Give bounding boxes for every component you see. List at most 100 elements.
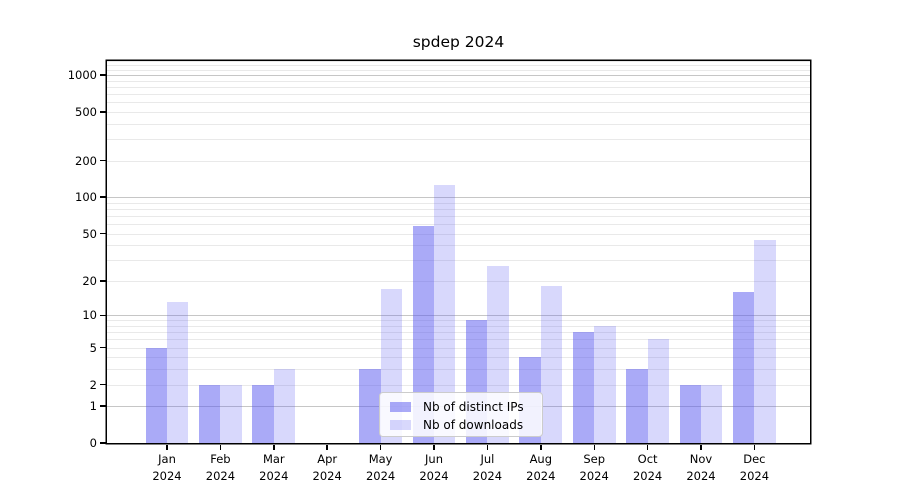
gridline-minor (107, 160, 810, 162)
bar-distinct-ips-jun (412, 225, 434, 443)
x-tick-mark (326, 444, 328, 450)
y-tick-mark (100, 74, 106, 76)
x-tick-mark (540, 444, 542, 450)
x-tick-year: 2024 (472, 468, 503, 483)
y-tick-label: 1000 (67, 68, 97, 82)
x-tick-year: 2024 (365, 468, 396, 483)
x-tick-label: Aug 2024 (511, 451, 571, 484)
gridline-minor (107, 369, 810, 371)
gridline-minor (107, 224, 810, 225)
x-tick-mark (753, 444, 756, 450)
x-tick-mark (166, 444, 168, 450)
bar-distinct-ips-feb (199, 384, 221, 443)
x-tick-label: Jan 2024 (137, 451, 197, 484)
gridline-minor (107, 69, 810, 71)
bar-downloads-feb (220, 384, 242, 443)
bar-distinct-ips-nov (679, 384, 701, 443)
x-tick-year: 2024 (579, 468, 609, 483)
x-tick-month: Jun (425, 452, 443, 466)
bar-distinct-ips-sep (572, 332, 595, 443)
y-tick-label: 20 (82, 273, 97, 288)
gridline-minor (107, 332, 810, 334)
gridline-minor (107, 357, 810, 359)
bar-downloads-sep (594, 326, 616, 443)
gridline-minor (107, 208, 810, 210)
y-tick-mark (100, 405, 106, 407)
gridline-minor (107, 80, 810, 82)
x-tick-mark (273, 444, 275, 450)
x-tick-year: 2024 (526, 468, 556, 483)
x-tick-year: 2024 (632, 468, 663, 483)
y-tick-label: 2 (89, 377, 97, 392)
x-tick-month: Feb (210, 452, 231, 466)
x-tick-month: Sep (583, 452, 606, 466)
gridline-minor (107, 326, 810, 327)
bar-downloads-oct (647, 339, 669, 443)
x-tick-month: Apr (317, 452, 338, 466)
gridline-minor (107, 93, 810, 95)
bar-downloads-jan (167, 302, 189, 443)
bar-distinct-ips-dec (733, 292, 755, 443)
x-tick-year: 2024 (152, 468, 182, 483)
x-tick-label: Sep 2024 (564, 451, 624, 484)
y-tick-label: 200 (75, 153, 97, 168)
legend-row: Nb of downloads (390, 416, 534, 434)
gridline-minor (107, 102, 810, 104)
x-tick-mark (593, 444, 595, 450)
x-tick-year: 2024 (205, 468, 236, 483)
legend-swatch-distinct-ips (390, 402, 411, 412)
x-tick-label: Nov 2024 (671, 451, 731, 484)
y-tick-label: 10 (82, 308, 97, 323)
x-tick-mark (219, 444, 222, 450)
gridline-minor (107, 65, 810, 67)
y-tick-label: 50 (82, 226, 97, 241)
gridline-minor (107, 61, 810, 62)
legend-label-distinct-ips: Nb of distinct IPs (423, 400, 524, 414)
legend-label-downloads: Nb of downloads (423, 418, 524, 432)
y-tick-mark (100, 346, 106, 349)
gridline-minor (107, 111, 810, 113)
gridline-minor (107, 233, 810, 235)
x-tick-month: Dec (743, 452, 766, 466)
gridline-minor (107, 260, 810, 262)
gridline-minor (107, 320, 810, 322)
x-tick-label: Dec 2024 (724, 451, 784, 484)
gridline-major (107, 197, 810, 199)
x-tick-label: May 2024 (351, 451, 411, 484)
bar-distinct-ips-oct (626, 369, 648, 443)
bar-distinct-ips-jan (145, 347, 167, 443)
y-tick-label: 0 (89, 436, 97, 450)
bar-downloads-jun (434, 184, 456, 443)
y-tick-mark (100, 196, 106, 198)
y-tick-label: 1 (89, 399, 97, 414)
bar-downloads-mar (273, 369, 296, 443)
x-tick-label: Apr 2024 (297, 451, 357, 484)
x-tick-mark (379, 444, 382, 450)
x-tick-mark (486, 444, 489, 450)
x-tick-year: 2024 (686, 468, 716, 483)
gridline-minor (107, 384, 810, 386)
gridline-minor (107, 123, 810, 125)
x-tick-mark (700, 444, 702, 450)
x-tick-month: Oct (637, 452, 658, 466)
y-tick-mark (100, 314, 106, 316)
x-tick-label: Jun 2024 (404, 451, 464, 484)
x-tick-year: 2024 (312, 468, 342, 483)
y-tick-label: 100 (75, 190, 97, 205)
x-tick-label: Jul 2024 (457, 451, 517, 484)
y-tick-label: 500 (75, 104, 97, 119)
chart-title: spdep 2024 (412, 33, 505, 51)
gridline-minor (107, 245, 810, 247)
x-tick-label: Mar 2024 (244, 451, 304, 484)
bar-distinct-ips-may (359, 369, 381, 443)
y-tick-mark (100, 442, 106, 444)
y-tick-label: 5 (89, 340, 97, 355)
legend-swatch-downloads (390, 420, 411, 430)
x-tick-year: 2024 (739, 468, 770, 483)
y-tick-mark (100, 280, 106, 282)
x-tick-year: 2024 (419, 468, 449, 483)
gridline-minor (107, 347, 810, 349)
gridline-minor (107, 86, 810, 88)
plot-area: Nb of distinct IPs Nb of downloads (107, 61, 810, 443)
